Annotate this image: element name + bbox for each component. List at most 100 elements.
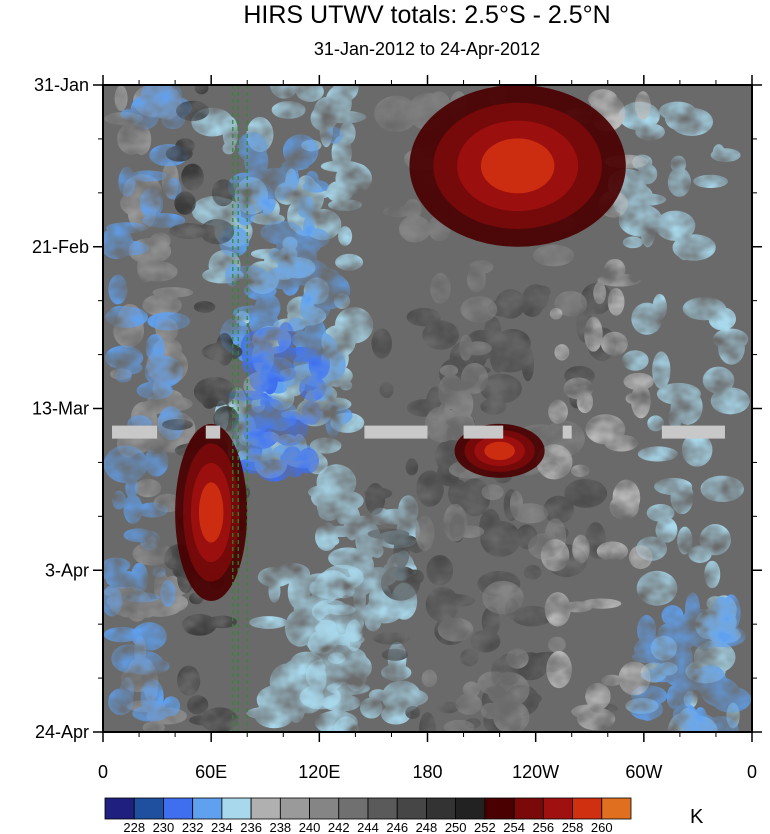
contour-patch (425, 586, 460, 623)
contour-patch (367, 528, 410, 540)
x-tick-label: 60E (195, 762, 227, 782)
contour-patch (430, 273, 451, 304)
contour-patch (229, 265, 269, 284)
y-tick-label: 31-Jan (34, 75, 89, 95)
contour-patch (657, 623, 678, 643)
contour-patch (631, 302, 663, 335)
contour-patch (493, 700, 530, 732)
contour-patch (682, 713, 720, 732)
contour-patch (588, 89, 618, 109)
colorbar-swatch (279, 797, 310, 820)
x-tick-label: 60W (625, 762, 662, 782)
contour-patch (161, 419, 193, 431)
colorbar-swatch (192, 797, 223, 820)
contour-patch (670, 107, 714, 136)
contour-patch (415, 515, 435, 551)
colorbar-label: 254 (503, 820, 525, 834)
contour-patch (424, 406, 458, 443)
missing-data-bar (112, 425, 158, 439)
contour-patch (480, 373, 522, 404)
contour-patch (693, 174, 729, 189)
contour-patch (353, 580, 366, 617)
contour-patch (712, 144, 725, 161)
colorbar-swatch (163, 797, 194, 820)
contour-patch (623, 372, 654, 391)
contour-patch (708, 307, 737, 331)
contour-patch (321, 693, 361, 712)
contour-patch (376, 508, 415, 525)
contour-patch (489, 347, 530, 373)
contour-patch (482, 580, 524, 615)
contour-patch (321, 564, 364, 591)
contour-patch (282, 134, 319, 168)
y-tick-label: 21-Feb (32, 237, 89, 257)
contour-patch (702, 366, 735, 394)
colorbar-label: 260 (591, 820, 613, 834)
contour-patch (165, 145, 193, 162)
contour-patch (306, 271, 351, 310)
colorbar-swatch (426, 797, 457, 820)
contour-patch (628, 545, 653, 570)
colorbar-label: 256 (532, 820, 554, 834)
contour-patch (364, 606, 382, 632)
contour-patch (536, 444, 573, 480)
contour-patch (299, 375, 326, 402)
contour-patch (387, 688, 429, 707)
contour-patch (234, 198, 257, 226)
contour-patch (355, 519, 376, 548)
contour-patch (368, 689, 387, 702)
contour-patch (142, 721, 165, 732)
colorbar-swatch (309, 797, 340, 820)
contour-patch (134, 478, 162, 498)
contour-patch (144, 355, 184, 388)
colorbar-label: 250 (445, 820, 467, 834)
contour-patch (174, 191, 196, 215)
contour-patch (580, 598, 622, 609)
contour-patch (604, 434, 638, 452)
contour-patch (333, 85, 359, 102)
contour-patch (532, 244, 575, 267)
contour-patch (112, 490, 126, 510)
contour-field (103, 85, 752, 732)
contour-patch (381, 648, 408, 661)
contour-patch (443, 719, 475, 732)
colorbar-swatch (367, 797, 398, 820)
contour-patch (194, 85, 209, 95)
contour-patch (481, 484, 504, 501)
contour-patch (181, 163, 204, 191)
contour-patch (304, 317, 326, 349)
contour-patch (666, 685, 680, 709)
contour-patch (206, 615, 238, 629)
colorbar-swatch (455, 797, 486, 820)
contour-patch (704, 560, 721, 589)
contour-patch (129, 107, 148, 126)
contour-patch (710, 387, 750, 415)
contour-patch (593, 281, 607, 305)
contour-patch (419, 712, 436, 732)
contour-patch (495, 289, 526, 319)
contour-patch (108, 688, 134, 716)
warm-region (409, 85, 626, 247)
contour-patch (438, 374, 464, 410)
contour-patch (554, 290, 588, 317)
contour-patch (103, 226, 134, 260)
contour-patch (271, 101, 306, 119)
contour-patch (193, 376, 236, 407)
warm-region (175, 423, 248, 602)
contour-patch (269, 663, 306, 701)
contour-patch (439, 364, 459, 377)
contour-patch (625, 393, 642, 404)
contour-patch (633, 635, 675, 664)
colorbar-swatch (133, 797, 164, 820)
colorbar-label: 236 (240, 820, 262, 834)
contour-patch (597, 273, 641, 287)
contour-patch (131, 622, 167, 651)
contour-patch (416, 470, 444, 507)
contour-patch (303, 594, 329, 622)
contour-patch (103, 585, 123, 617)
contour-patch (108, 274, 128, 305)
contour-patch (487, 671, 530, 708)
contour-patch (177, 665, 201, 696)
colorbar-swatch (250, 797, 281, 820)
contour-region (246, 562, 370, 732)
